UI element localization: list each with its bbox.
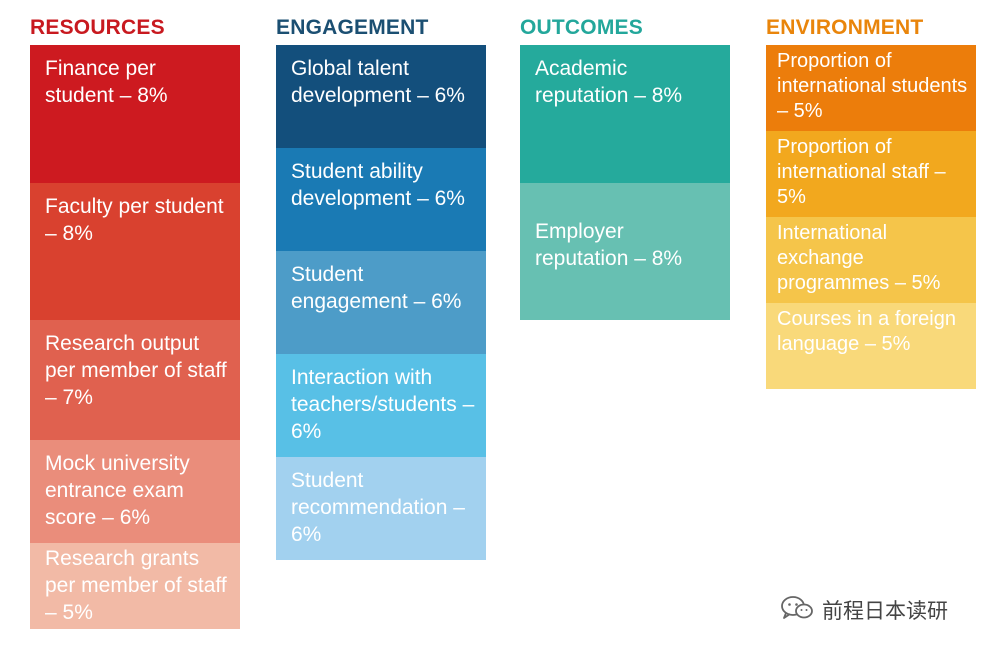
resources-item: Mock university entrance exam score – 6% bbox=[30, 440, 240, 543]
engagement-item: Student ability development – 6% bbox=[276, 148, 486, 251]
column-title-outcomes: OUTCOMES bbox=[520, 16, 643, 39]
watermark: 前程日本读研 bbox=[780, 595, 948, 625]
column-title-resources: RESOURCES bbox=[30, 16, 165, 39]
wechat-icon bbox=[780, 595, 822, 626]
resources-blocks: Finance per student – 8% Faculty per stu… bbox=[30, 45, 240, 629]
column-engagement: ENGAGEMENT Global talent development – 6… bbox=[276, 14, 486, 560]
resources-item: Faculty per student – 8% bbox=[30, 183, 240, 320]
engagement-item: Student recommendation – 6% bbox=[276, 457, 486, 560]
environment-item: Courses in a foreign language – 5% bbox=[766, 303, 976, 389]
column-title-engagement: ENGAGEMENT bbox=[276, 16, 429, 39]
resources-item: Finance per student – 8% bbox=[30, 45, 240, 183]
environment-item: Proportion of international staff – 5% bbox=[766, 131, 976, 217]
column-environment: ENVIRONMENT Proportion of international … bbox=[766, 14, 976, 389]
watermark-text: 前程日本读研 bbox=[822, 599, 948, 623]
environment-blocks: Proportion of international students – 5… bbox=[766, 45, 976, 389]
outcomes-item: Employer reputation – 8% bbox=[520, 183, 730, 320]
engagement-blocks: Global talent development – 6% Student a… bbox=[276, 45, 486, 560]
outcomes-item: Academic reputation – 8% bbox=[520, 45, 730, 183]
engagement-item: Global talent development – 6% bbox=[276, 45, 486, 148]
engagement-item: Interaction with teachers/students – 6% bbox=[276, 354, 486, 457]
column-title-environment: ENVIRONMENT bbox=[766, 16, 924, 39]
environment-item: International exchange programmes – 5% bbox=[766, 217, 976, 303]
resources-item: Research grants per member of staff – 5% bbox=[30, 543, 240, 629]
engagement-item: Student engagement – 6% bbox=[276, 251, 486, 354]
outcomes-blocks: Academic reputation – 8% Employer reputa… bbox=[520, 45, 730, 320]
column-resources: RESOURCES Finance per student – 8% Facul… bbox=[30, 14, 240, 629]
environment-item: Proportion of international students – 5… bbox=[766, 45, 976, 131]
column-outcomes: OUTCOMES Academic reputation – 8% Employ… bbox=[520, 14, 730, 320]
resources-item: Research output per member of staff – 7% bbox=[30, 320, 240, 440]
